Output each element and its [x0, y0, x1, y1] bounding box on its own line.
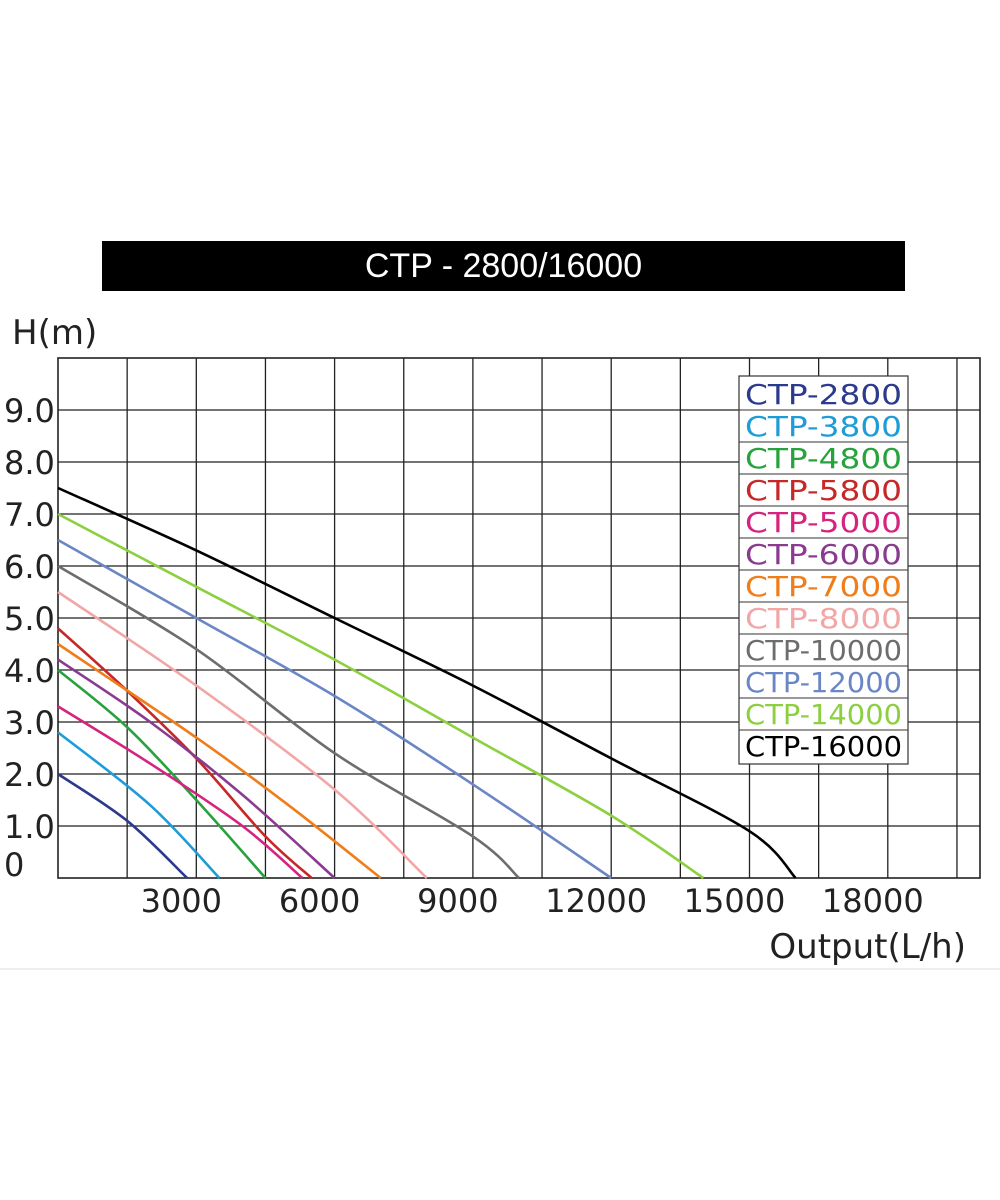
legend-entry: CTP-5800 [745, 474, 902, 507]
curve-ctp-16000 [57, 486, 797, 879]
y-tick-label: 1.0 [4, 808, 55, 846]
x-tick-label: 18000 [822, 882, 924, 920]
curve-ctp-12000 [57, 538, 612, 880]
curve-ctp-2800 [57, 772, 188, 879]
x-tick-label: 9000 [417, 882, 498, 920]
curve-ctp-14000 [57, 512, 705, 880]
x-tick-label: 6000 [279, 882, 360, 920]
x-tick-label: 12000 [545, 882, 647, 920]
pump-curves [57, 486, 797, 880]
legend-entry: CTP-6000 [745, 538, 902, 571]
y-tick-labels: 01.0 2.0 3.0 4.0 5.0 6.0 7.0 8.0 9.0 [4, 392, 55, 884]
curve-ctp-4800 [57, 668, 267, 879]
y-tick-label: 8.0 [4, 444, 55, 482]
x-tick-labels: 3000 6000 9000 12000 15000 18000 [141, 882, 924, 920]
legend-entry: CTP-7000 [745, 570, 902, 603]
y-tick-label: 7.0 [4, 496, 55, 534]
curve-ctp-6000 [57, 658, 336, 879]
curve-ctp-10000 [57, 564, 520, 879]
y-tick-label: 3.0 [4, 704, 55, 742]
legend-entry: CTP-16000 [745, 730, 902, 763]
y-tick-label: 0 [4, 846, 24, 884]
x-axis-label: Output(L/h) [769, 927, 966, 967]
legend: CTP-2800CTP-3800CTP-4800CTP-5800CTP-5000… [738, 375, 909, 765]
legend-entry: CTP-4800 [745, 442, 902, 475]
legend-entry: CTP-12000 [745, 666, 902, 699]
legend-entry: CTP-2800 [745, 378, 902, 411]
chart-title: CTP - 2800/16000 [102, 241, 905, 291]
y-axis-label: H(m) [12, 313, 97, 353]
curve-ctp-3800 [57, 731, 221, 879]
y-tick-label: 2.0 [4, 756, 55, 794]
y-tick-label: 4.0 [4, 652, 55, 690]
y-tick-label: 6.0 [4, 548, 55, 586]
curve-ctp-8000 [57, 590, 428, 879]
divider [0, 968, 1000, 970]
y-tick-label: 5.0 [4, 600, 55, 638]
legend-entry: CTP-3800 [745, 410, 902, 443]
y-tick-label: 9.0 [4, 392, 55, 430]
legend-entry: CTP-8000 [745, 602, 902, 635]
legend-entry: CTP-10000 [745, 634, 902, 667]
x-tick-label: 15000 [684, 882, 786, 920]
curve-ctp-5000 [57, 705, 304, 879]
x-tick-label: 3000 [141, 882, 222, 920]
legend-entry: CTP-5000 [745, 506, 902, 539]
curve-ctp-7000 [57, 642, 382, 880]
legend-entry: CTP-14000 [745, 698, 902, 731]
